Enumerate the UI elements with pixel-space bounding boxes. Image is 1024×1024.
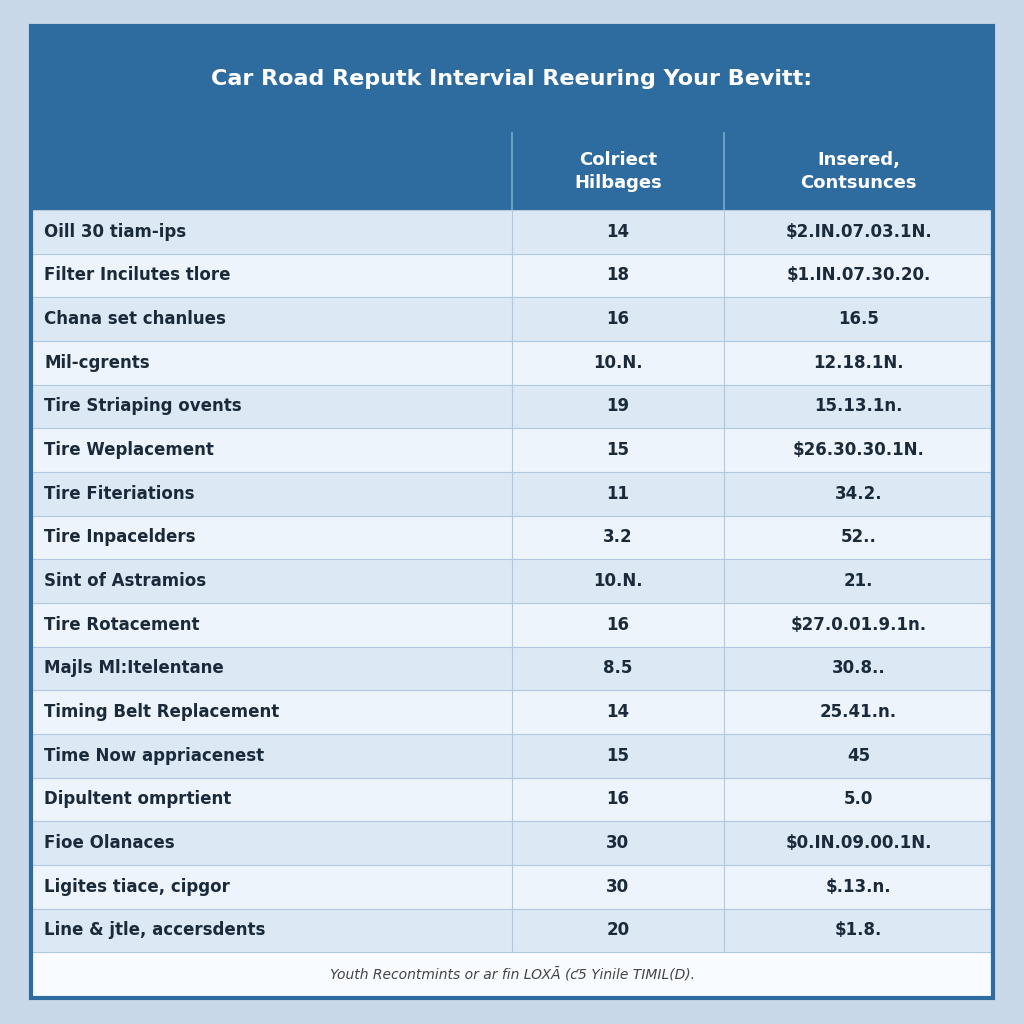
Bar bbox=[31, 777, 993, 821]
Bar bbox=[31, 603, 993, 646]
Text: Tire Striaping ovents: Tire Striaping ovents bbox=[44, 397, 242, 416]
Bar bbox=[31, 559, 993, 603]
Text: Youth Recontmints or ar fin LOXĀ (ƈ5 Yinile TIMIL(D).: Youth Recontmints or ar fin LOXĀ (ƈ5 Yin… bbox=[330, 968, 694, 983]
Text: 10.N.: 10.N. bbox=[593, 353, 643, 372]
Text: Tire Rotacement: Tire Rotacement bbox=[44, 615, 200, 634]
Text: 21.: 21. bbox=[844, 572, 873, 590]
Text: Sint of Astramios: Sint of Astramios bbox=[44, 572, 206, 590]
Text: 14: 14 bbox=[606, 703, 630, 721]
Text: $1.IN.07.30.20.: $1.IN.07.30.20. bbox=[786, 266, 931, 285]
Text: 16: 16 bbox=[606, 615, 630, 634]
Bar bbox=[31, 952, 993, 998]
Bar bbox=[31, 734, 993, 777]
Text: 25.41.n.: 25.41.n. bbox=[820, 703, 897, 721]
Text: 15.13.1n.: 15.13.1n. bbox=[814, 397, 903, 416]
Text: Time Now appriacenest: Time Now appriacenest bbox=[44, 746, 264, 765]
Text: 19: 19 bbox=[606, 397, 630, 416]
Text: Filter Incilutes tlore: Filter Incilutes tlore bbox=[44, 266, 230, 285]
Text: Oill 30 tiam-ips: Oill 30 tiam-ips bbox=[44, 223, 186, 241]
Text: 16: 16 bbox=[606, 310, 630, 328]
Bar bbox=[31, 210, 993, 254]
Text: Tire Fiteriations: Tire Fiteriations bbox=[44, 484, 195, 503]
Text: 12.18.1N.: 12.18.1N. bbox=[813, 353, 904, 372]
Text: $1.8.: $1.8. bbox=[835, 922, 883, 939]
Text: 16.5: 16.5 bbox=[838, 310, 879, 328]
Text: 10.N.: 10.N. bbox=[593, 572, 643, 590]
Text: Majls Ml:Itelentane: Majls Ml:Itelentane bbox=[44, 659, 224, 678]
Text: $27.0.01.9.1n.: $27.0.01.9.1n. bbox=[791, 615, 927, 634]
Bar bbox=[31, 908, 993, 952]
Text: 18: 18 bbox=[606, 266, 630, 285]
Text: Dipultent omprtient: Dipultent omprtient bbox=[44, 791, 231, 809]
Text: Mil-cgrents: Mil-cgrents bbox=[44, 353, 150, 372]
Text: Ligites tiace, cipgor: Ligites tiace, cipgor bbox=[44, 878, 230, 896]
Bar bbox=[31, 341, 993, 385]
Text: Line & jtle, accersdents: Line & jtle, accersdents bbox=[44, 922, 265, 939]
Bar bbox=[31, 690, 993, 734]
Text: $.13.n.: $.13.n. bbox=[825, 878, 891, 896]
Text: 30: 30 bbox=[606, 878, 630, 896]
Text: 30.8..: 30.8.. bbox=[831, 659, 886, 678]
Bar bbox=[31, 516, 993, 559]
Text: $26.30.30.1N.: $26.30.30.1N. bbox=[793, 441, 925, 459]
Text: 11: 11 bbox=[606, 484, 630, 503]
Bar bbox=[31, 821, 993, 865]
Text: Insered,
Contsunces: Insered, Contsunces bbox=[801, 152, 916, 191]
Text: Chana set chanlues: Chana set chanlues bbox=[44, 310, 226, 328]
Text: 45: 45 bbox=[847, 746, 870, 765]
Text: $0.IN.09.00.1N.: $0.IN.09.00.1N. bbox=[785, 835, 932, 852]
Text: 15: 15 bbox=[606, 746, 630, 765]
Bar bbox=[31, 133, 993, 210]
Text: 20: 20 bbox=[606, 922, 630, 939]
Text: Colriect
Hilbages: Colriect Hilbages bbox=[574, 152, 662, 191]
Text: 15: 15 bbox=[606, 441, 630, 459]
Bar bbox=[31, 385, 993, 428]
Text: 8.5: 8.5 bbox=[603, 659, 633, 678]
Text: $2.IN.07.03.1N.: $2.IN.07.03.1N. bbox=[785, 223, 932, 241]
Bar bbox=[31, 26, 993, 133]
Bar bbox=[31, 254, 993, 297]
Bar bbox=[31, 865, 993, 908]
Text: 5.0: 5.0 bbox=[844, 791, 873, 809]
Text: Tire Weplacement: Tire Weplacement bbox=[44, 441, 214, 459]
Text: 34.2.: 34.2. bbox=[835, 484, 883, 503]
Bar bbox=[31, 428, 993, 472]
Text: Car Road Reputk Intervial Reeuring Your Bevitt:: Car Road Reputk Intervial Reeuring Your … bbox=[211, 70, 813, 89]
Text: 52..: 52.. bbox=[841, 528, 877, 547]
Bar bbox=[31, 646, 993, 690]
Bar bbox=[31, 297, 993, 341]
Bar bbox=[31, 472, 993, 516]
Text: 14: 14 bbox=[606, 223, 630, 241]
Text: Timing Belt Replacement: Timing Belt Replacement bbox=[44, 703, 280, 721]
Text: 3.2: 3.2 bbox=[603, 528, 633, 547]
Text: Fioe Olanaces: Fioe Olanaces bbox=[44, 835, 175, 852]
Text: Tire Inpacelders: Tire Inpacelders bbox=[44, 528, 196, 547]
Text: 30: 30 bbox=[606, 835, 630, 852]
Text: 16: 16 bbox=[606, 791, 630, 809]
